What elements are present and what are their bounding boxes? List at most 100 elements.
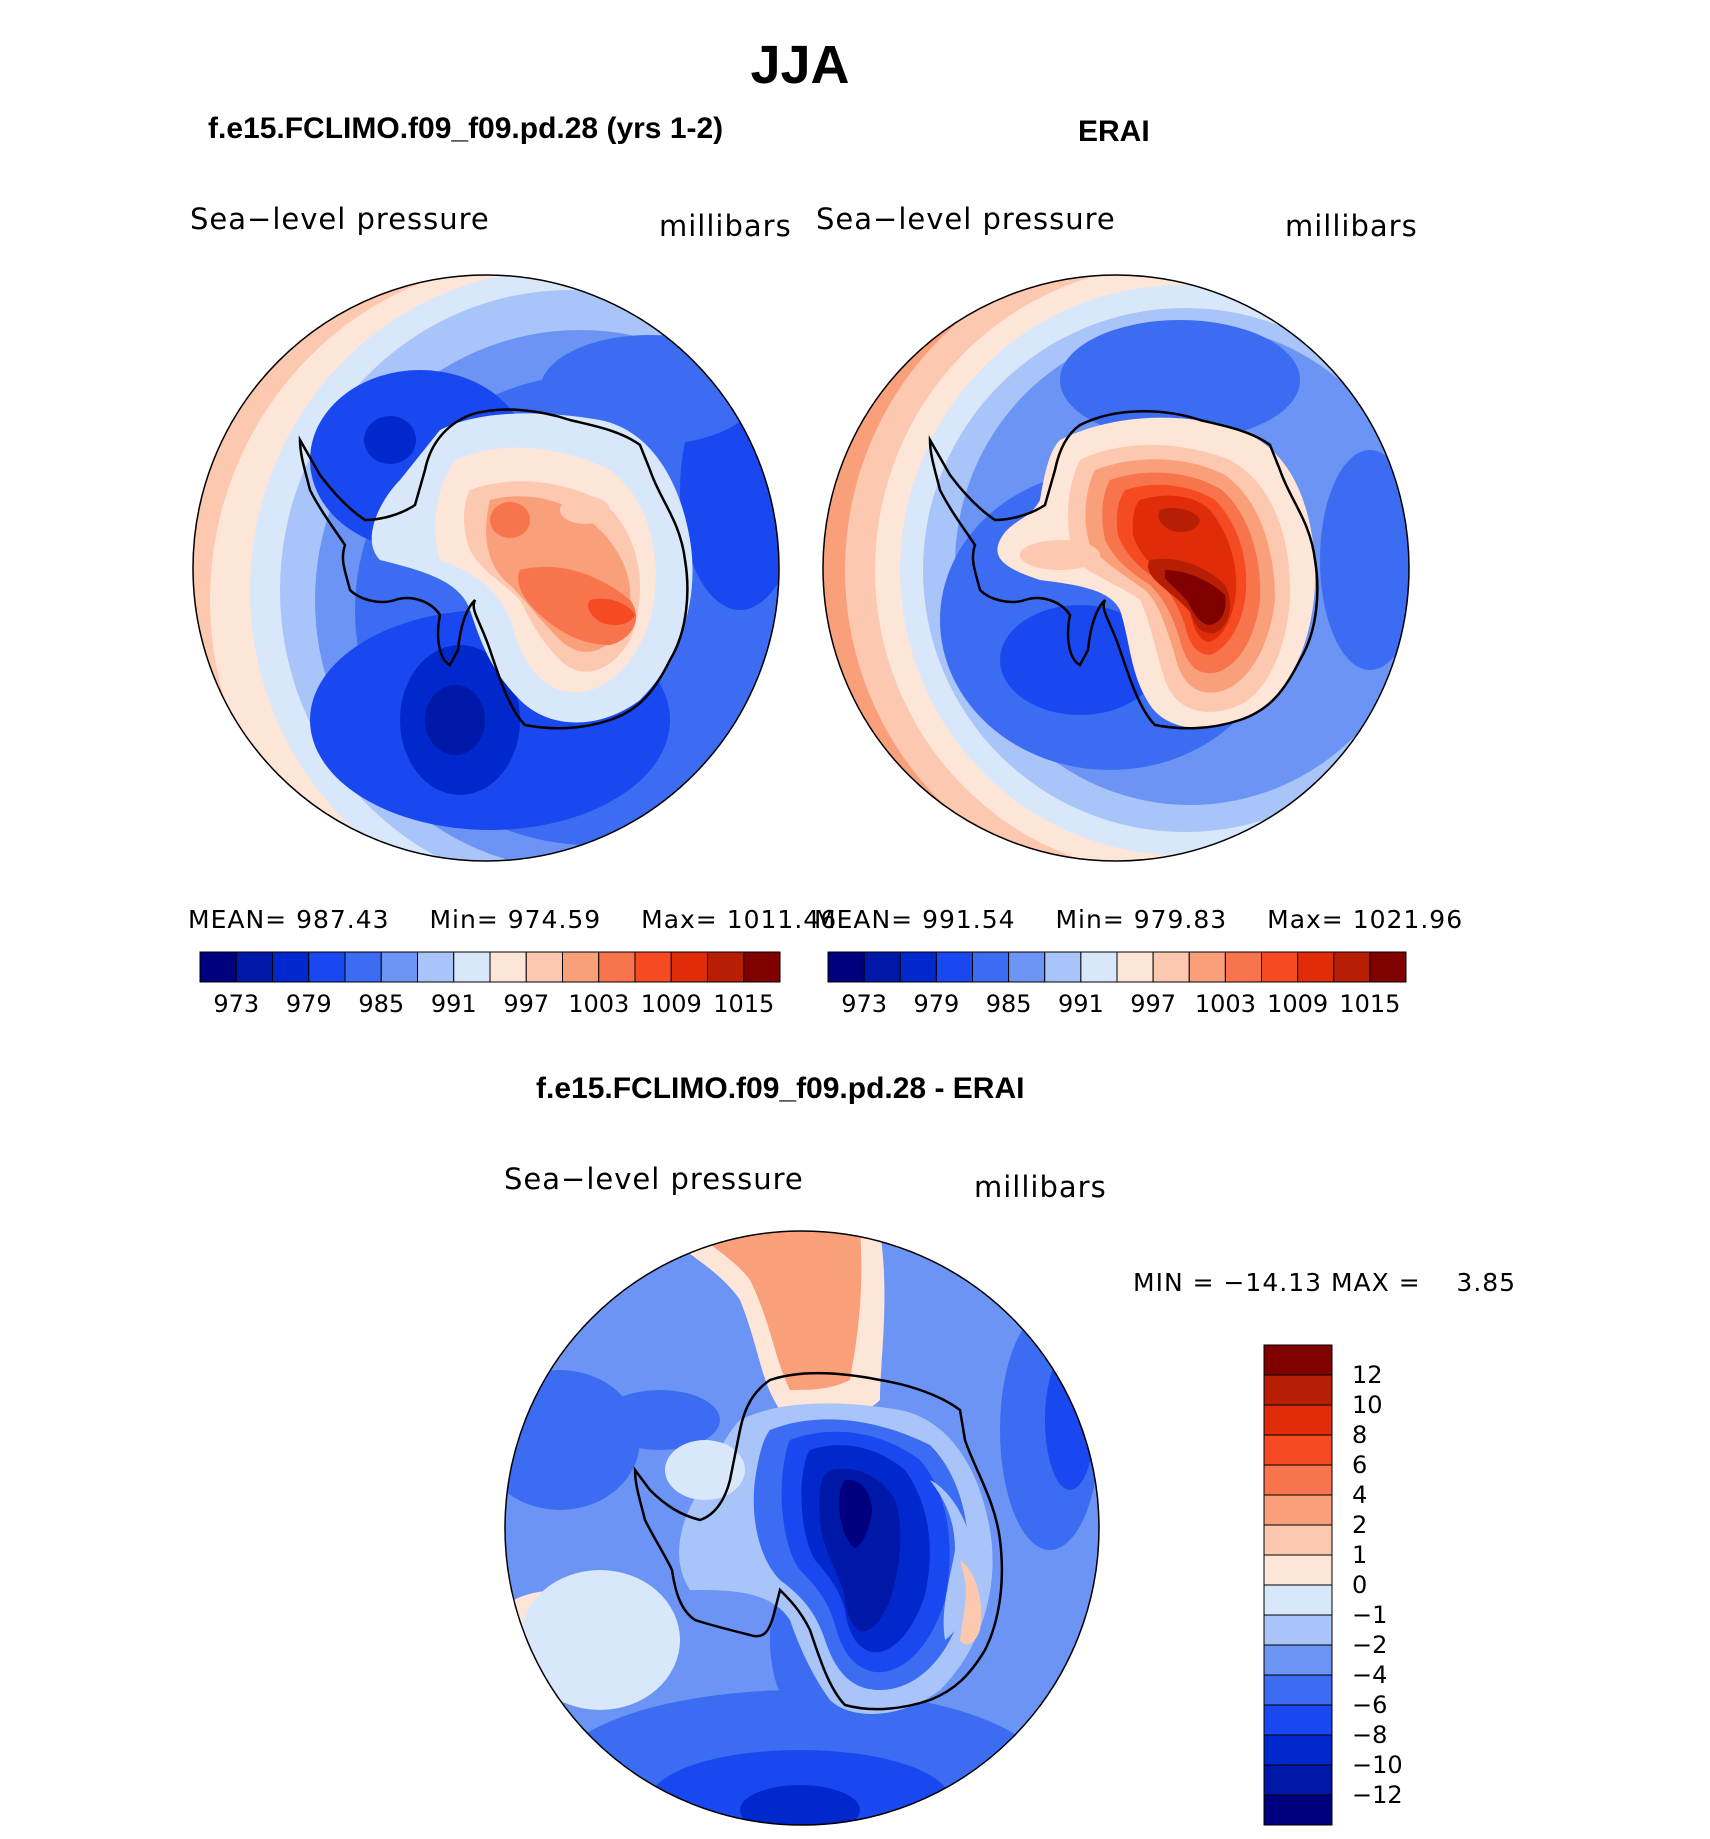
- colorbar-model: [199, 951, 781, 983]
- colorbar-model-tick-label: 1009: [640, 990, 702, 1018]
- colorbar-model-tick-label: 985: [358, 990, 405, 1018]
- colorbar-difference-swatch: [1263, 1464, 1333, 1496]
- colorbar-difference-tick-label: 10: [1352, 1391, 1383, 1419]
- colorbar-model-tick-label: 991: [430, 990, 477, 1018]
- colorbar-difference-swatch: [1263, 1674, 1333, 1706]
- colorbar-difference-tick-label: −1: [1352, 1601, 1388, 1629]
- diff-variable-label: Sea−level pressure: [504, 1162, 804, 1196]
- panel-2-title: ERAI: [1078, 115, 1150, 148]
- colorbar-erai-swatch: [1080, 951, 1118, 983]
- panel-1-min-value: 974.59: [507, 905, 602, 934]
- colorbar-model-swatch: [743, 951, 781, 983]
- diff-contour-fill: [505, 1231, 1099, 1825]
- diff-minmax-label: MIN = −14.13 MAX = 3.85: [1133, 1268, 1517, 1297]
- colorbar-difference-swatch: [1263, 1344, 1333, 1376]
- panel-2-units-label: millibars: [1285, 209, 1418, 243]
- panel-1-stats: MEAN= 987.43 Min= 974.59 Max= 1011.46: [188, 905, 837, 934]
- colorbar-model-swatch: [707, 951, 745, 983]
- panel-2-min-value: 979.83: [1133, 905, 1228, 934]
- colorbar-model-swatch: [308, 951, 346, 983]
- colorbar-erai-tick-label: 979: [913, 990, 960, 1018]
- colorbar-difference-tick-label: −8: [1352, 1721, 1388, 1749]
- colorbar-erai-tick-label: 1015: [1339, 990, 1401, 1018]
- panel-2-stats: MEAN= 991.54 Min= 979.83 Max= 1021.96: [814, 905, 1463, 934]
- colorbar-erai: [827, 951, 1407, 983]
- erai-contour-fill: [823, 275, 1409, 861]
- erai-coastline: [928, 410, 1319, 730]
- panel-2-mean-value: 991.54: [922, 905, 1016, 934]
- colorbar-difference-tick-label: 0: [1352, 1571, 1368, 1599]
- colorbar-model-swatch: [453, 951, 491, 983]
- colorbar-model-swatch: [634, 951, 672, 983]
- colorbar-difference-tick-label: −2: [1352, 1631, 1388, 1659]
- panel-2-mean-label: MEAN=: [814, 905, 914, 934]
- colorbar-erai-tick-label: 985: [985, 990, 1032, 1018]
- colorbar-erai-tick-label: 1009: [1267, 990, 1329, 1018]
- panel-2-max-value: 1021.96: [1352, 905, 1464, 934]
- colorbar-difference-tick-label: 12: [1352, 1361, 1383, 1389]
- colorbar-erai-swatch: [1333, 951, 1371, 983]
- colorbar-erai-swatch: [899, 951, 937, 983]
- colorbar-difference-swatch: [1263, 1734, 1333, 1766]
- colorbar-erai-tick-label: 997: [1130, 990, 1177, 1018]
- colorbar-erai-swatch: [827, 951, 865, 983]
- colorbar-difference-swatch: [1263, 1374, 1333, 1406]
- colorbar-model-tick-label: 979: [285, 990, 332, 1018]
- colorbar-erai-swatch: [1152, 951, 1190, 983]
- colorbar-erai-swatch: [972, 951, 1010, 983]
- panel-1-mean-label: MEAN=: [188, 905, 288, 934]
- colorbar-model-swatch: [670, 951, 708, 983]
- panel-1-max-label: Max=: [641, 905, 718, 934]
- colorbar-difference-swatch: [1263, 1794, 1333, 1826]
- colorbar-erai-swatch: [863, 951, 901, 983]
- diff-units-label: millibars: [974, 1170, 1107, 1204]
- colorbar-difference-tick-label: 4: [1352, 1481, 1368, 1509]
- colorbar-difference-tick-label: 6: [1352, 1451, 1368, 1479]
- colorbar-model-tick-label: 1015: [713, 990, 775, 1018]
- colorbar-model-tick-label: 973: [213, 990, 260, 1018]
- colorbar-erai-swatch: [1261, 951, 1299, 983]
- colorbar-model-ticks: 973 979 985 991 997 1003 1009 1015: [200, 990, 780, 1020]
- colorbar-erai-swatch: [935, 951, 973, 983]
- colorbar-difference-swatch: [1263, 1494, 1333, 1526]
- colorbar-model-swatch: [199, 951, 237, 983]
- panel-1-min-label: Min=: [429, 905, 499, 934]
- diff-panel-title: f.e15.FCLIMO.f09_f09.pd.28 - ERAI: [536, 1072, 1025, 1105]
- panel-1-units-label: millibars: [659, 209, 792, 243]
- colorbar-difference-swatch: [1263, 1524, 1333, 1556]
- colorbar-difference-tick-label: 1: [1352, 1541, 1368, 1569]
- colorbar-difference: [1263, 1344, 1333, 1826]
- colorbar-erai-tick-label: 1003: [1194, 990, 1256, 1018]
- colorbar-difference-swatch: [1263, 1434, 1333, 1466]
- panel-2-max-label: Max=: [1267, 905, 1344, 934]
- panel-2-min-label: Min=: [1055, 905, 1125, 934]
- colorbar-model-swatch: [344, 951, 382, 983]
- colorbar-model-swatch: [235, 951, 273, 983]
- colorbar-difference-swatch: [1263, 1644, 1333, 1676]
- colorbar-difference-swatch: [1263, 1554, 1333, 1586]
- figure-title: JJA: [750, 35, 850, 95]
- panel-1-title: f.e15.FCLIMO.f09_f09.pd.28 (yrs 1-2): [208, 112, 724, 145]
- colorbar-model-swatch: [380, 951, 418, 983]
- colorbar-difference-swatch: [1263, 1704, 1333, 1736]
- colorbar-difference-tick-label: −6: [1352, 1691, 1388, 1719]
- colorbar-erai-tick-label: 973: [841, 990, 888, 1018]
- panel-1-max-value: 1011.46: [726, 905, 838, 934]
- colorbar-erai-tick-label: 991: [1057, 990, 1104, 1018]
- colorbar-model-swatch: [417, 951, 455, 983]
- colorbar-difference-tick-label: −10: [1352, 1751, 1403, 1779]
- colorbar-difference-tick-label: −12: [1352, 1781, 1403, 1809]
- colorbar-model-tick-label: 1003: [568, 990, 630, 1018]
- colorbar-difference-swatch: [1263, 1584, 1333, 1616]
- colorbar-difference-tick-label: −4: [1352, 1661, 1388, 1689]
- model-coastline: [298, 408, 689, 730]
- colorbar-model-swatch: [489, 951, 527, 983]
- colorbar-model-swatch: [562, 951, 600, 983]
- panel-1-mean-value: 987.43: [296, 905, 390, 934]
- diff-coastline: [633, 1371, 1004, 1711]
- colorbar-difference-swatch: [1263, 1404, 1333, 1436]
- colorbar-erai-ticks: 973 979 985 991 997 1003 1009 1015: [828, 990, 1406, 1020]
